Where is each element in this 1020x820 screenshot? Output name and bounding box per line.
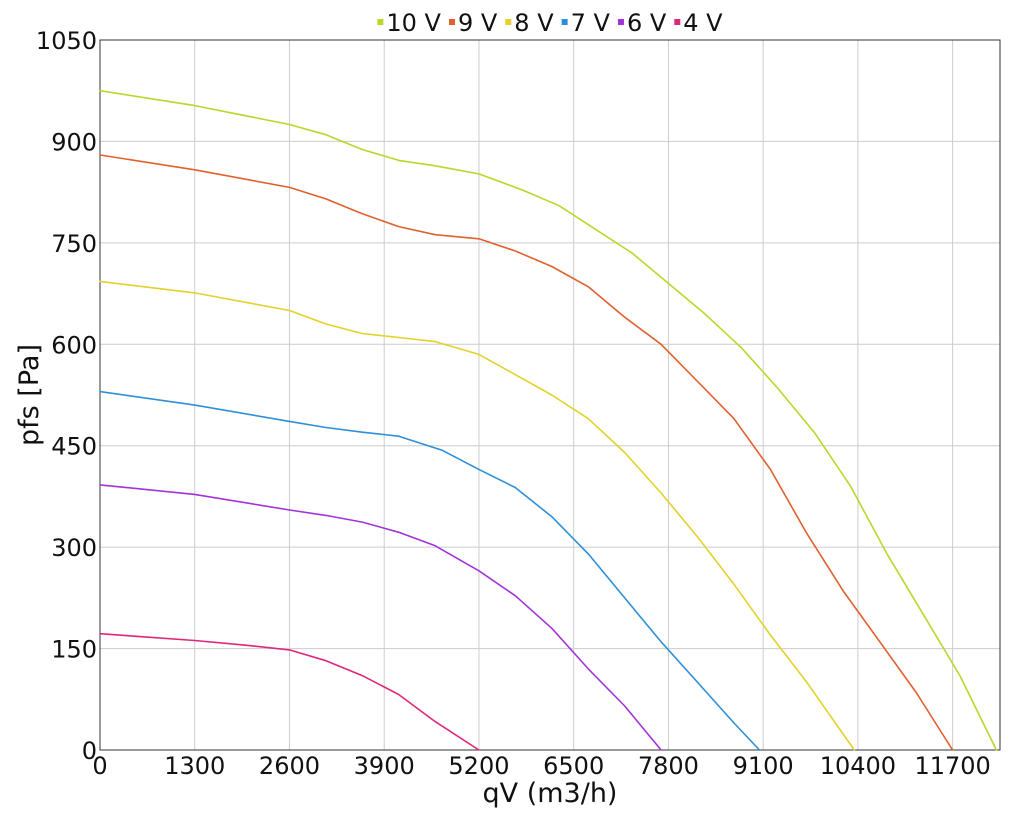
x-tick-label: 3900 [354,752,415,780]
x-tick-label: 9100 [733,752,794,780]
series-layer [99,89,998,751]
series-line-10v [99,89,998,751]
y-tick-label: 1050 [36,27,97,55]
legend-label: 6 V [627,9,667,37]
y-tick-label: 750 [51,230,97,258]
y-tick-label: 300 [51,534,97,562]
x-axis-ticks: 0 1300 2600 3900 5200 6500 7800 9100 10400 11700 [92,752,990,780]
series-line-9v [99,154,954,751]
y-tick-label: 450 [51,433,97,461]
legend-item: 8 V [505,9,554,37]
legend-label: 10 V [386,9,441,37]
legend-label: 9 V [458,9,498,37]
legend-label: 4 V [683,9,723,37]
x-tick-label: 5200 [448,752,509,780]
legend-label: 8 V [514,9,554,37]
legend-item: 7 V [561,9,611,37]
legend-swatch [448,19,455,25]
series-line-7v [99,390,761,751]
y-tick-label: 150 [51,636,97,664]
x-axis-title: qV (m3/h) [483,778,618,809]
series-line-8v [99,280,856,751]
x-tick-label: 1300 [164,752,225,780]
legend-swatch [617,19,624,25]
y-tick-label: 900 [51,128,97,156]
legend-swatch [561,19,568,25]
legend-item: 6 V [617,9,667,37]
legend-item: 10 V [377,9,442,37]
x-tick-label: 6500 [543,752,604,780]
legend: 10 V 9 V 8 V 7 V 6 V 4 V [377,9,723,37]
legend-swatch [505,19,512,25]
y-axis-ticks: 0 150 300 450 600 750 900 1050 [36,27,97,765]
series-line-6v [99,484,662,751]
x-tick-label: 7800 [638,752,699,780]
plot-frame [99,39,1001,751]
legend-item: 4 V [674,9,723,37]
y-axis-title: pfs [Pa] [14,344,45,446]
legend-label: 7 V [571,9,611,37]
y-tick-label: 0 [82,737,97,765]
legend-swatch [377,19,384,25]
legend-item: 9 V [448,9,498,37]
legend-swatch [674,19,681,25]
x-tick-label: 2600 [259,752,320,780]
y-tick-label: 600 [51,331,97,359]
x-tick-label: 10400 [820,752,896,780]
series-line-4v [99,632,480,751]
x-tick-label: 11700 [914,752,990,780]
x-tick-label: 0 [92,752,107,780]
